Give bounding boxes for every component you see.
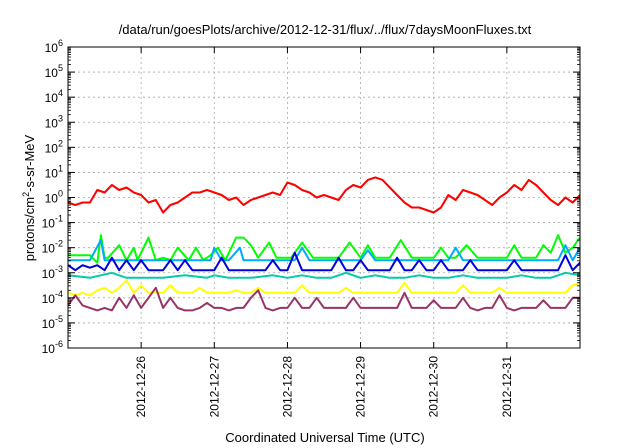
series-line-3 (67, 251, 581, 272)
x-tick-label: 2012-12-29 (354, 356, 368, 418)
y-tick-base: 10 (42, 342, 56, 356)
y-tick-base: 10 (42, 292, 56, 306)
y-tick-base: 10 (42, 242, 56, 256)
y-tick-exponent: -5 (55, 314, 63, 324)
y-tick-base: 10 (45, 41, 59, 55)
x-tick-label: 2012-12-26 (134, 356, 148, 418)
x-axis-title: Coordinated Universal Time (UTC) (225, 430, 424, 445)
series-line-1 (68, 234, 581, 264)
y-tick-exponent: 3 (58, 113, 63, 123)
series-line-0 (67, 176, 581, 214)
y-tick-label: 10-4 (42, 289, 63, 306)
y-tick-exponent: -6 (55, 339, 63, 349)
y-tick-exponent: 0 (58, 189, 63, 199)
y-tick-labels: 10-610-510-410-310-210-11001011021031041… (42, 38, 63, 356)
y-tick-base: 10 (45, 166, 59, 180)
x-tick-label: 2012-12-30 (427, 356, 441, 418)
y-tick-base: 10 (42, 217, 56, 231)
series-line-2 (68, 239, 581, 262)
y-tick-label: 104 (45, 88, 63, 105)
series-line-4 (67, 271, 581, 279)
y-tick-base: 10 (45, 91, 59, 105)
tick-marks (68, 46, 580, 349)
y-tick-exponent: -1 (55, 214, 63, 224)
series-line-6 (67, 286, 580, 312)
chart-title: /data/run/goesPlots/archive/2012-12-31/f… (119, 22, 532, 37)
y-tick-exponent: 2 (58, 138, 63, 148)
y-tick-exponent: 6 (58, 38, 63, 48)
x-tick-labels: 2012-12-26 2012-12-27 2012-12-28 2012-12-29… (134, 356, 514, 418)
y-tick-base: 10 (42, 267, 56, 281)
y-tick-exponent: 4 (58, 88, 63, 98)
y-tick-label: 101 (45, 163, 63, 180)
y-tick-label: 10-6 (42, 339, 63, 356)
y-tick-base: 10 (45, 141, 59, 155)
y-axis-title-sup: 2 (21, 192, 31, 197)
x-tick-label: 2012-12-31 (500, 356, 514, 418)
x-tick-label: 2012-12-28 (280, 356, 294, 418)
grid (68, 47, 580, 348)
y-tick-label: 10-2 (42, 239, 63, 256)
y-axis-title-prefix: protons/cm (22, 197, 37, 261)
y-tick-label: 10-1 (42, 214, 63, 231)
y-tick-label: 10-3 (42, 264, 63, 281)
y-tick-label: 100 (45, 189, 63, 206)
y-tick-exponent: -4 (55, 289, 63, 299)
y-axis-title: protons/cm2-s-sr-MeV (21, 134, 37, 261)
x-tick-label: 2012-12-27 (207, 356, 221, 418)
y-tick-base: 10 (45, 192, 59, 206)
y-tick-base: 10 (42, 317, 56, 331)
y-tick-exponent: -3 (55, 264, 63, 274)
y-tick-base: 10 (45, 66, 59, 80)
y-tick-exponent: 5 (58, 63, 63, 73)
y-tick-base: 10 (45, 116, 59, 130)
series-group (67, 176, 581, 312)
y-tick-label: 106 (45, 38, 63, 55)
y-tick-exponent: -2 (55, 239, 63, 249)
y-tick-label: 105 (45, 63, 63, 80)
y-axis-title-suffix: -s-sr-MeV (22, 134, 37, 191)
y-tick-label: 10-5 (42, 314, 63, 331)
y-tick-label: 102 (45, 138, 63, 155)
y-tick-exponent: 1 (58, 163, 63, 173)
y-tick-label: 103 (45, 113, 63, 130)
